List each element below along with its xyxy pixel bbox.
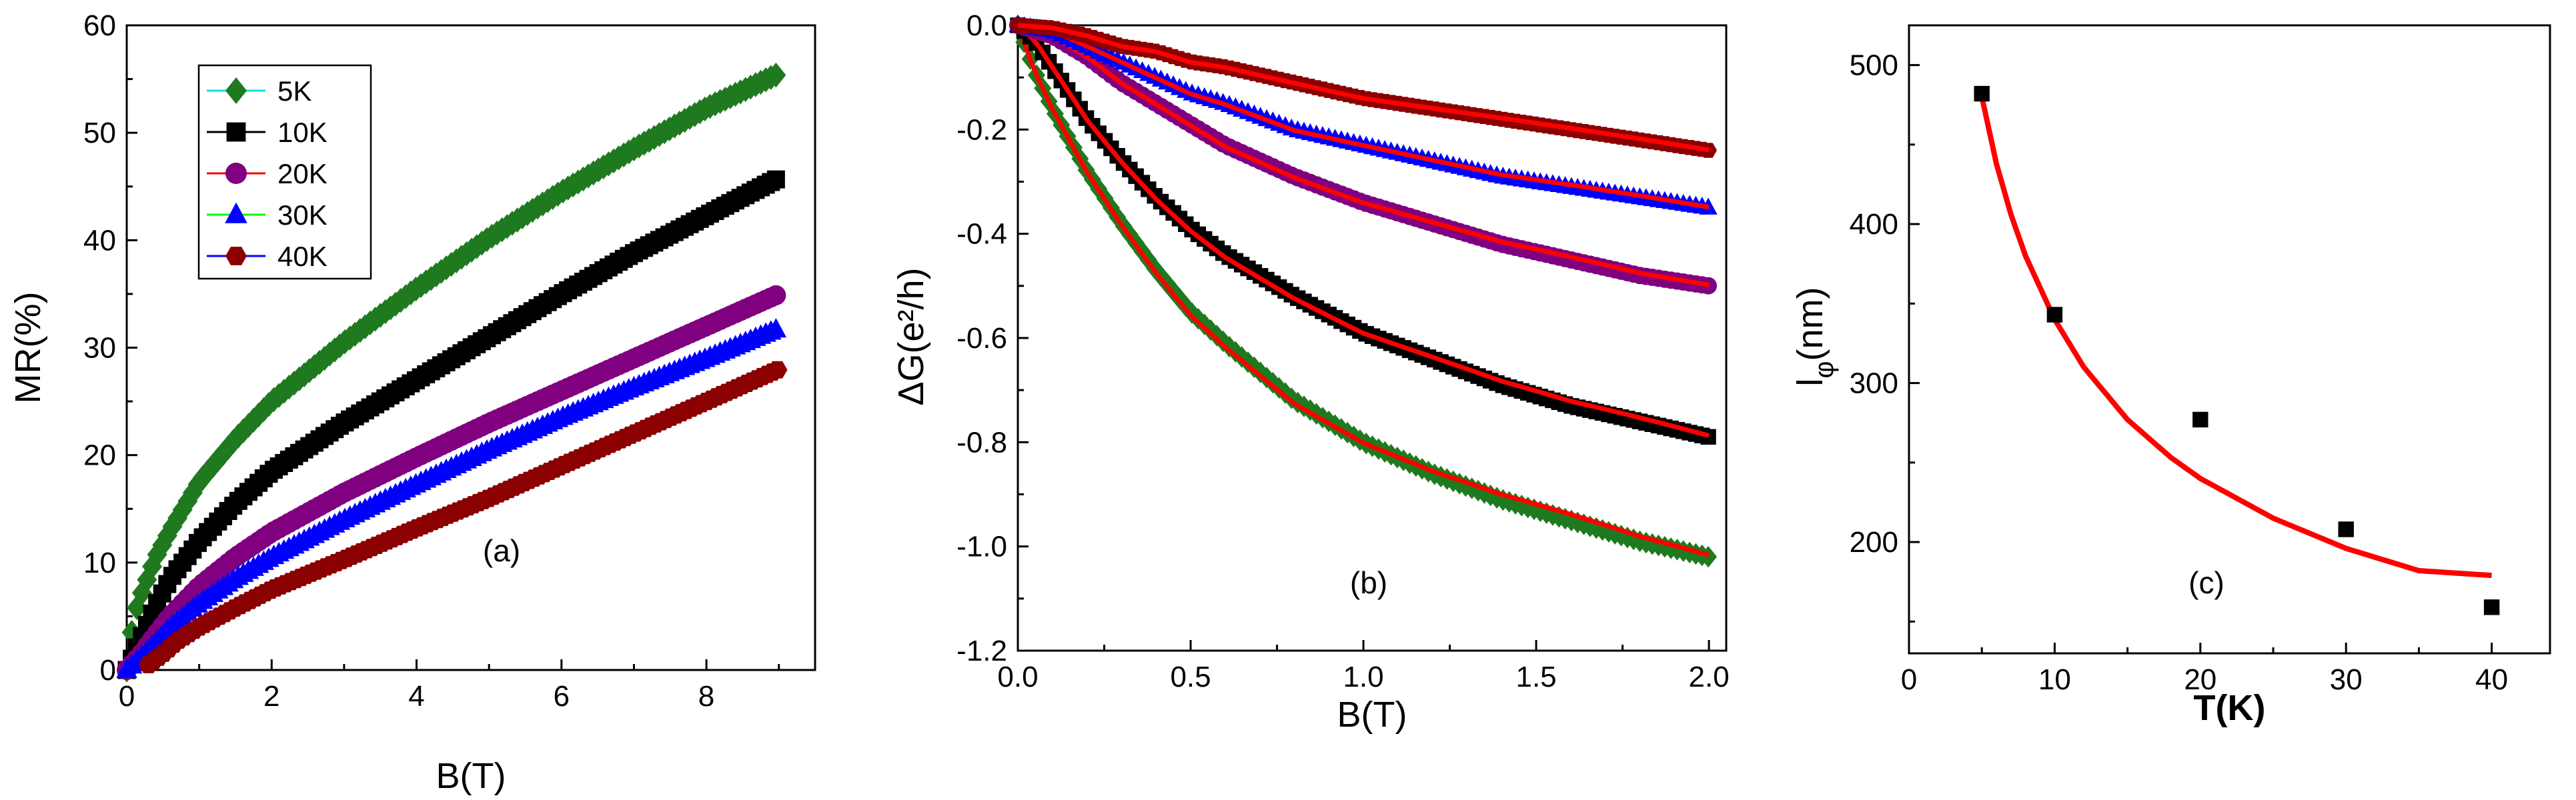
x-tick-label: 8	[698, 680, 714, 713]
y-axis-label: lφ(nm)	[1790, 287, 1839, 387]
panel-c-dephasing-length-chart: 0 10 20 30 40 200 300 400 500 T(K) lφ(nm) (c)	[1790, 24, 2551, 728]
x-axis-label: B(T)	[1337, 695, 1407, 735]
series-30K	[116, 318, 787, 678]
series-20K	[117, 285, 786, 680]
legend-marker	[226, 122, 246, 142]
x-tick-label: 0	[1901, 663, 1917, 696]
y-tick-label: -0.2	[956, 113, 1007, 146]
y-axis-label-subscript: φ	[1810, 361, 1839, 379]
legend-marker	[225, 163, 247, 184]
data-point	[766, 62, 786, 88]
legend-label: 20K	[277, 158, 328, 189]
series-40K	[1009, 17, 1718, 158]
y-tick-label: 30	[83, 332, 116, 365]
fit-line	[1016, 23, 1710, 438]
panel-c-plot-frame	[1908, 24, 2551, 655]
legend-label: 30K	[277, 199, 328, 231]
legend-item-10K: 10K	[207, 117, 328, 148]
x-tick-label: 4	[408, 680, 424, 713]
panel-a-mr-chart: 0 2 4 6 8 0 10 20 30 40 50 60 B(T) MR(%) (a) 5K 10K 20K 30…	[8, 9, 816, 796]
legend-item-5K: 5K	[207, 75, 311, 107]
legend-marker	[225, 202, 247, 223]
x-tick-label: 2.0	[1689, 661, 1730, 693]
y-tick-label: -0.6	[956, 322, 1007, 355]
data-point	[1974, 85, 1990, 102]
y-tick-label: 0.0	[967, 9, 1007, 42]
legend-marker	[225, 77, 247, 104]
x-tick-label: 6	[554, 680, 570, 713]
data-point	[2338, 521, 2354, 537]
x-tick-label: 10	[2038, 663, 2071, 696]
y-tick-label: -1.0	[956, 531, 1007, 563]
series-5K	[1009, 14, 1718, 568]
legend-label: 10K	[277, 117, 328, 148]
legend-item-30K: 30K	[207, 199, 328, 231]
series-10K	[1010, 17, 1716, 445]
y-tick-label: 40	[83, 224, 116, 257]
data-point	[2483, 599, 2500, 615]
data-point	[2046, 307, 2063, 323]
x-tick-label: 1.5	[1515, 661, 1556, 693]
series-40K	[138, 361, 788, 673]
panel-tag: (b)	[1350, 565, 1387, 600]
data-point	[2192, 411, 2208, 428]
series-30K	[1009, 15, 1718, 215]
x-tick-label: 2	[263, 680, 279, 713]
x-axis-label: B(T)	[436, 756, 506, 796]
y-tick-label: -0.8	[956, 426, 1007, 459]
y-tick-label: 400	[1850, 208, 1898, 241]
legend-item-40K: 40K	[207, 241, 328, 272]
y-axis-label: MR(%)	[8, 292, 48, 404]
data-point	[766, 170, 785, 189]
y-tick-label: -1.2	[956, 635, 1007, 667]
y-tick-label: 300	[1850, 367, 1898, 400]
y-tick-label: 200	[1850, 526, 1898, 559]
x-tick-label: 0.5	[1170, 661, 1211, 693]
panel-tag: (c)	[2188, 565, 2224, 600]
legend-item-20K: 20K	[207, 158, 328, 189]
fit-line	[1015, 24, 1710, 557]
x-tick-label: 0	[119, 680, 135, 713]
fit-line	[1017, 23, 1710, 287]
x-axis-label: T(K)	[2194, 688, 2266, 728]
y-axis-label-main: l	[1790, 378, 1830, 386]
y-tick-label: 60	[83, 9, 116, 42]
legend: 5K 10K 20K 30K 40K	[197, 64, 372, 280]
y-axis-label: ΔG(e²/h)	[891, 267, 931, 405]
panel-tag: (a)	[483, 533, 520, 568]
data-point	[767, 361, 788, 379]
panel-b-conductance-chart: 0.0 0.5 1.0 1.5 2.0 0.0 -0.2 -0.4 -0.6 -0.8 -1.0 -1…	[891, 9, 1730, 735]
data-point	[766, 285, 786, 305]
fit-line	[1017, 23, 1710, 210]
y-tick-label: 500	[1850, 49, 1898, 82]
x-tick-label: 1.0	[1343, 661, 1383, 693]
y-tick-label: 50	[83, 117, 116, 149]
y-tick-label: 0	[100, 654, 116, 687]
x-tick-label: 40	[2475, 663, 2508, 696]
y-axis-label-unit: (nm)	[1790, 287, 1830, 361]
fit-curve	[1979, 96, 2492, 579]
y-tick-label: 20	[83, 439, 116, 472]
legend-label: 5K	[277, 75, 311, 107]
fit-line	[1017, 23, 1710, 153]
x-tick-label: 0.0	[997, 661, 1038, 693]
legend-marker	[225, 247, 247, 265]
y-tick-label: -0.4	[956, 218, 1007, 251]
data-point	[765, 318, 787, 338]
series-10K	[117, 170, 785, 679]
x-tick-label: 30	[2330, 663, 2363, 696]
y-tick-label: 10	[83, 547, 116, 579]
series-5K	[117, 62, 786, 683]
x-tick-label: 20	[2184, 663, 2216, 696]
legend-label: 40K	[277, 241, 328, 272]
